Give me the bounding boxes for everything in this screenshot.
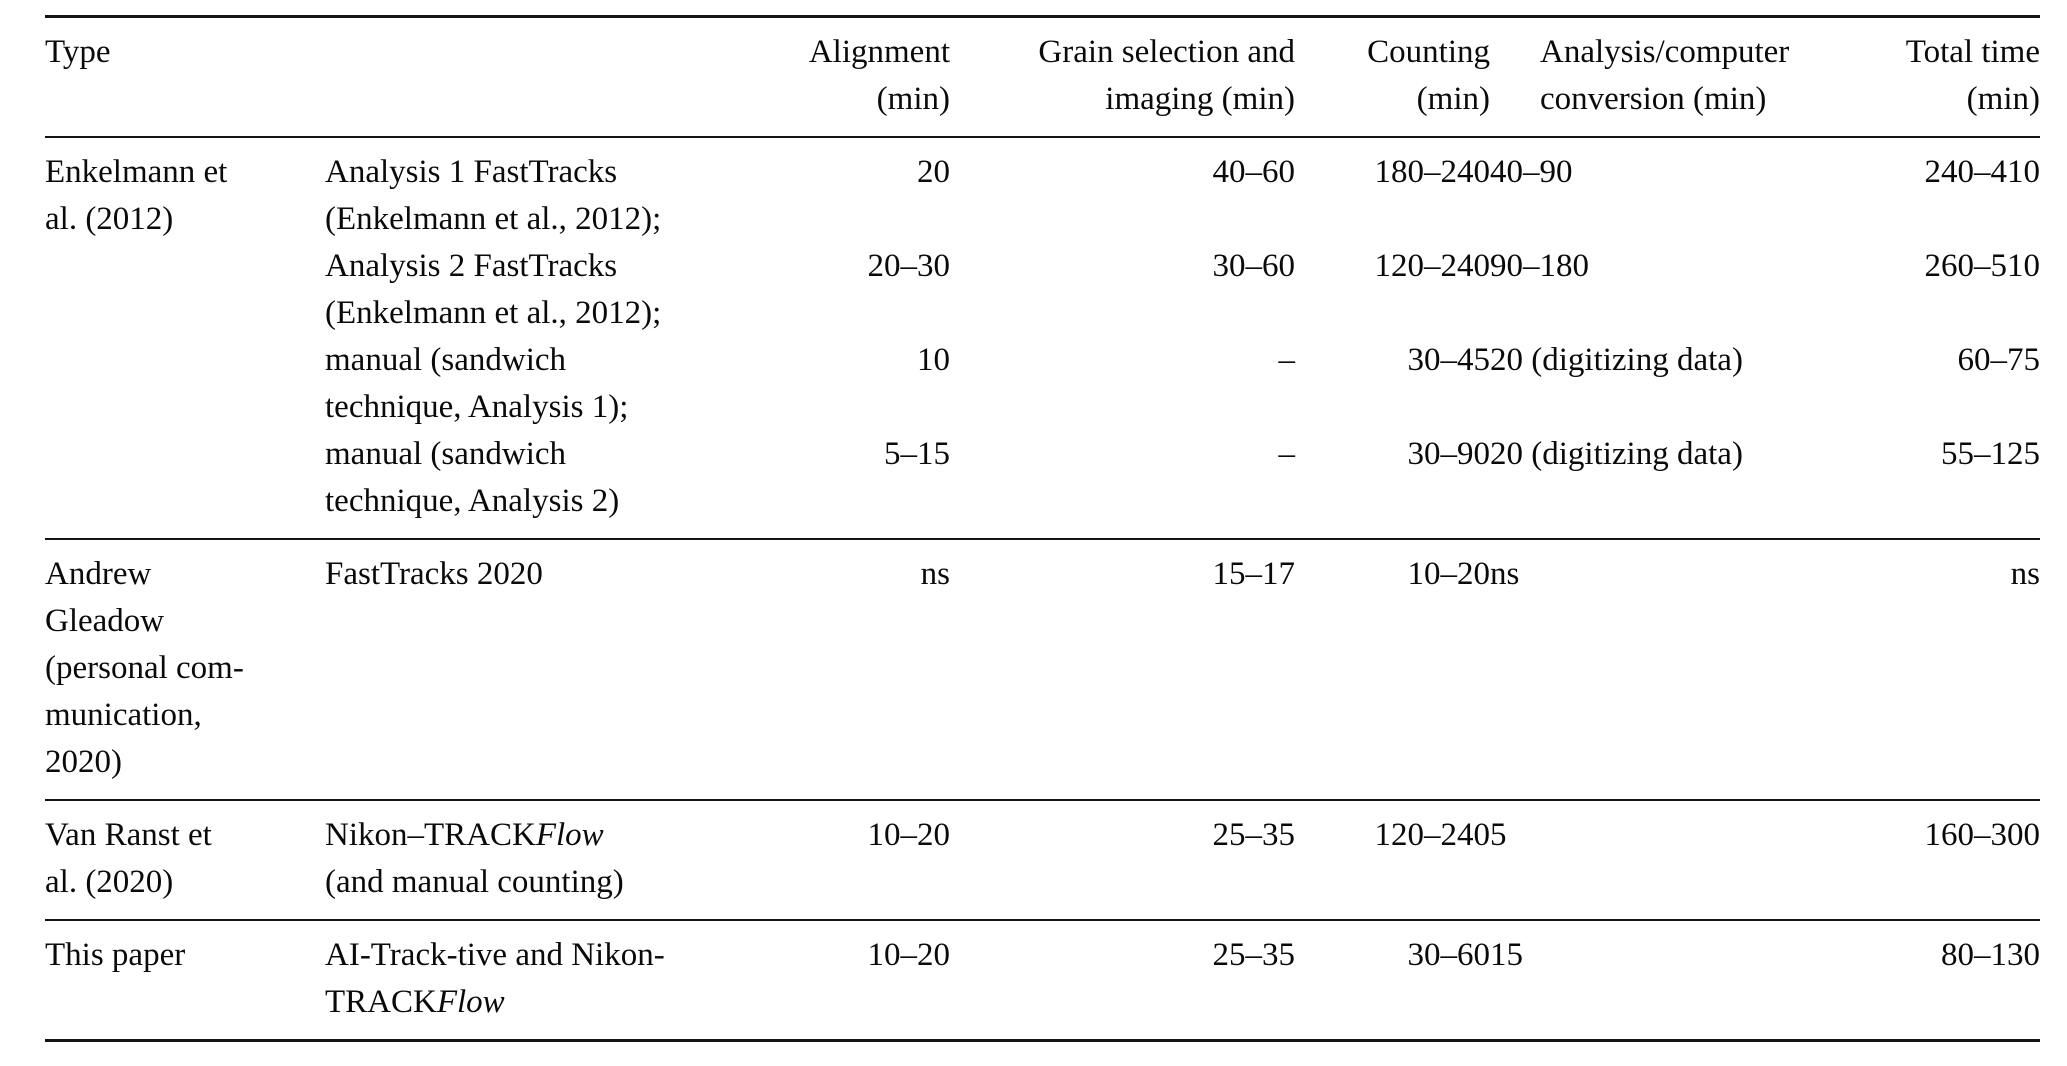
table-header: Type Alignment (min) Grain selection and… — [45, 16, 2040, 138]
type-cell: This paper — [45, 937, 186, 973]
table-row: Enkelmann et al. (2012) Analysis 1 FastT… — [45, 137, 2040, 243]
column-header-counting: Counting (min) — [1295, 16, 1490, 138]
method-cell: Analysis 1 FastTracks (Enkelmann et al.,… — [325, 154, 662, 237]
counting-cell: 30–60 — [1407, 937, 1491, 973]
counting-cell: 30–45 — [1407, 342, 1491, 378]
column-header-method — [325, 16, 765, 138]
total-cell: 55–125 — [1941, 436, 2040, 472]
column-header-type: Type — [45, 16, 325, 138]
method-cell: Nikon–TRACKFlow (and manual counting) — [325, 800, 765, 920]
alignment-cell: 10–20 — [867, 937, 951, 973]
method-line: AI-Track-tive and Nikon- — [325, 937, 665, 973]
table-row: Van Ranst et al. (2020) Nikon–TRACKFlow (… — [45, 800, 2040, 920]
total-cell: ns — [2010, 556, 2040, 592]
analysis-cell: 90–180 — [1490, 248, 1589, 284]
method-line: TRACKFlow — [325, 979, 765, 1026]
table-row: manual (sandwich technique, Analysis 2) … — [45, 431, 2040, 539]
alignment-cell: 20 — [917, 154, 950, 190]
row-group-enkelmann: Enkelmann et al. (2012) Analysis 1 FastT… — [45, 137, 2040, 539]
row-group-this-paper: This paper AI-Track-tive and Nikon- TRACK… — [45, 920, 2040, 1041]
column-header-grain: Grain selection and imaging (min) — [950, 16, 1295, 138]
method-cell: manual (sandwich technique, Analysis 2) — [325, 436, 620, 519]
analysis-cell: 20 (digitizing data) — [1490, 342, 1743, 378]
column-header-total: Total time (min) — [1835, 16, 2040, 138]
table-row: This paper AI-Track-tive and Nikon- TRACK… — [45, 920, 2040, 1041]
method-cell: manual (sandwich technique, Analysis 1); — [325, 342, 629, 425]
total-cell: 240–410 — [1924, 154, 2041, 190]
alignment-cell: 20–30 — [867, 248, 951, 284]
counting-cell: 180–240 — [1374, 154, 1491, 190]
column-header-alignment: Alignment (min) — [765, 16, 950, 138]
row-group-gleadow: Andrew Gleadow (personal com- munication… — [45, 539, 2040, 800]
grain-cell: 40–60 — [1212, 154, 1296, 190]
column-header-analysis: Analysis/computer conversion (min) — [1490, 16, 1835, 138]
type-cell: Enkelmann et al. (2012) — [45, 154, 228, 237]
total-cell: 60–75 — [1957, 342, 2041, 378]
analysis-cell: 20 (digitizing data) — [1490, 436, 1743, 472]
total-cell: 80–130 — [1941, 937, 2040, 973]
total-cell: 160–300 — [1924, 817, 2041, 853]
method-text-italic: Flow — [535, 817, 604, 853]
alignment-cell: ns — [920, 556, 950, 592]
row-group-vanranst: Van Ranst et al. (2020) Nikon–TRACKFlow (… — [45, 800, 2040, 920]
counting-cell: 120–240 — [1374, 248, 1491, 284]
type-cell: Van Ranst et al. (2020) — [45, 817, 212, 900]
grain-cell: 25–35 — [1212, 937, 1296, 973]
analysis-cell: 5 — [1490, 817, 1507, 853]
method-text-italic: Flow — [436, 984, 505, 1020]
table-row: Analysis 2 FastTracks (Enkelmann et al.,… — [45, 243, 2040, 337]
alignment-cell: 10 — [917, 342, 950, 378]
grain-cell: – — [1278, 436, 1296, 472]
header-row: Type Alignment (min) Grain selection and… — [45, 16, 2040, 138]
alignment-cell: 10–20 — [867, 817, 951, 853]
table-row: Andrew Gleadow (personal com- munication… — [45, 539, 2040, 800]
counting-cell: 30–90 — [1407, 436, 1491, 472]
alignment-cell: 5–15 — [884, 436, 950, 472]
method-text: TRACK — [325, 984, 437, 1020]
analysis-cell: 40–90 — [1490, 154, 1573, 190]
table-row: manual (sandwich technique, Analysis 1);… — [45, 337, 2040, 431]
counting-cell: 120–240 — [1374, 817, 1491, 853]
method-line: Nikon–TRACKFlow — [325, 812, 765, 859]
method-cell: Analysis 2 FastTracks (Enkelmann et al.,… — [325, 248, 662, 331]
method-text: Nikon–TRACK — [325, 817, 536, 853]
method-cell: AI-Track-tive and Nikon- TRACKFlow — [325, 920, 765, 1041]
analysis-cell: ns — [1490, 556, 1520, 592]
counting-cell: 10–20 — [1407, 556, 1491, 592]
method-line: (and manual counting) — [325, 864, 624, 900]
analysis-cell: 15 — [1490, 937, 1523, 973]
type-cell: Andrew Gleadow (personal com- munication… — [45, 556, 244, 780]
grain-cell: – — [1278, 342, 1296, 378]
total-cell: 260–510 — [1924, 248, 2041, 284]
method-cell: FastTracks 2020 — [325, 556, 543, 592]
grain-cell: 25–35 — [1212, 817, 1296, 853]
grain-cell: 15–17 — [1212, 556, 1296, 592]
methods-time-comparison-table: Type Alignment (min) Grain selection and… — [45, 15, 2040, 1042]
grain-cell: 30–60 — [1212, 248, 1296, 284]
